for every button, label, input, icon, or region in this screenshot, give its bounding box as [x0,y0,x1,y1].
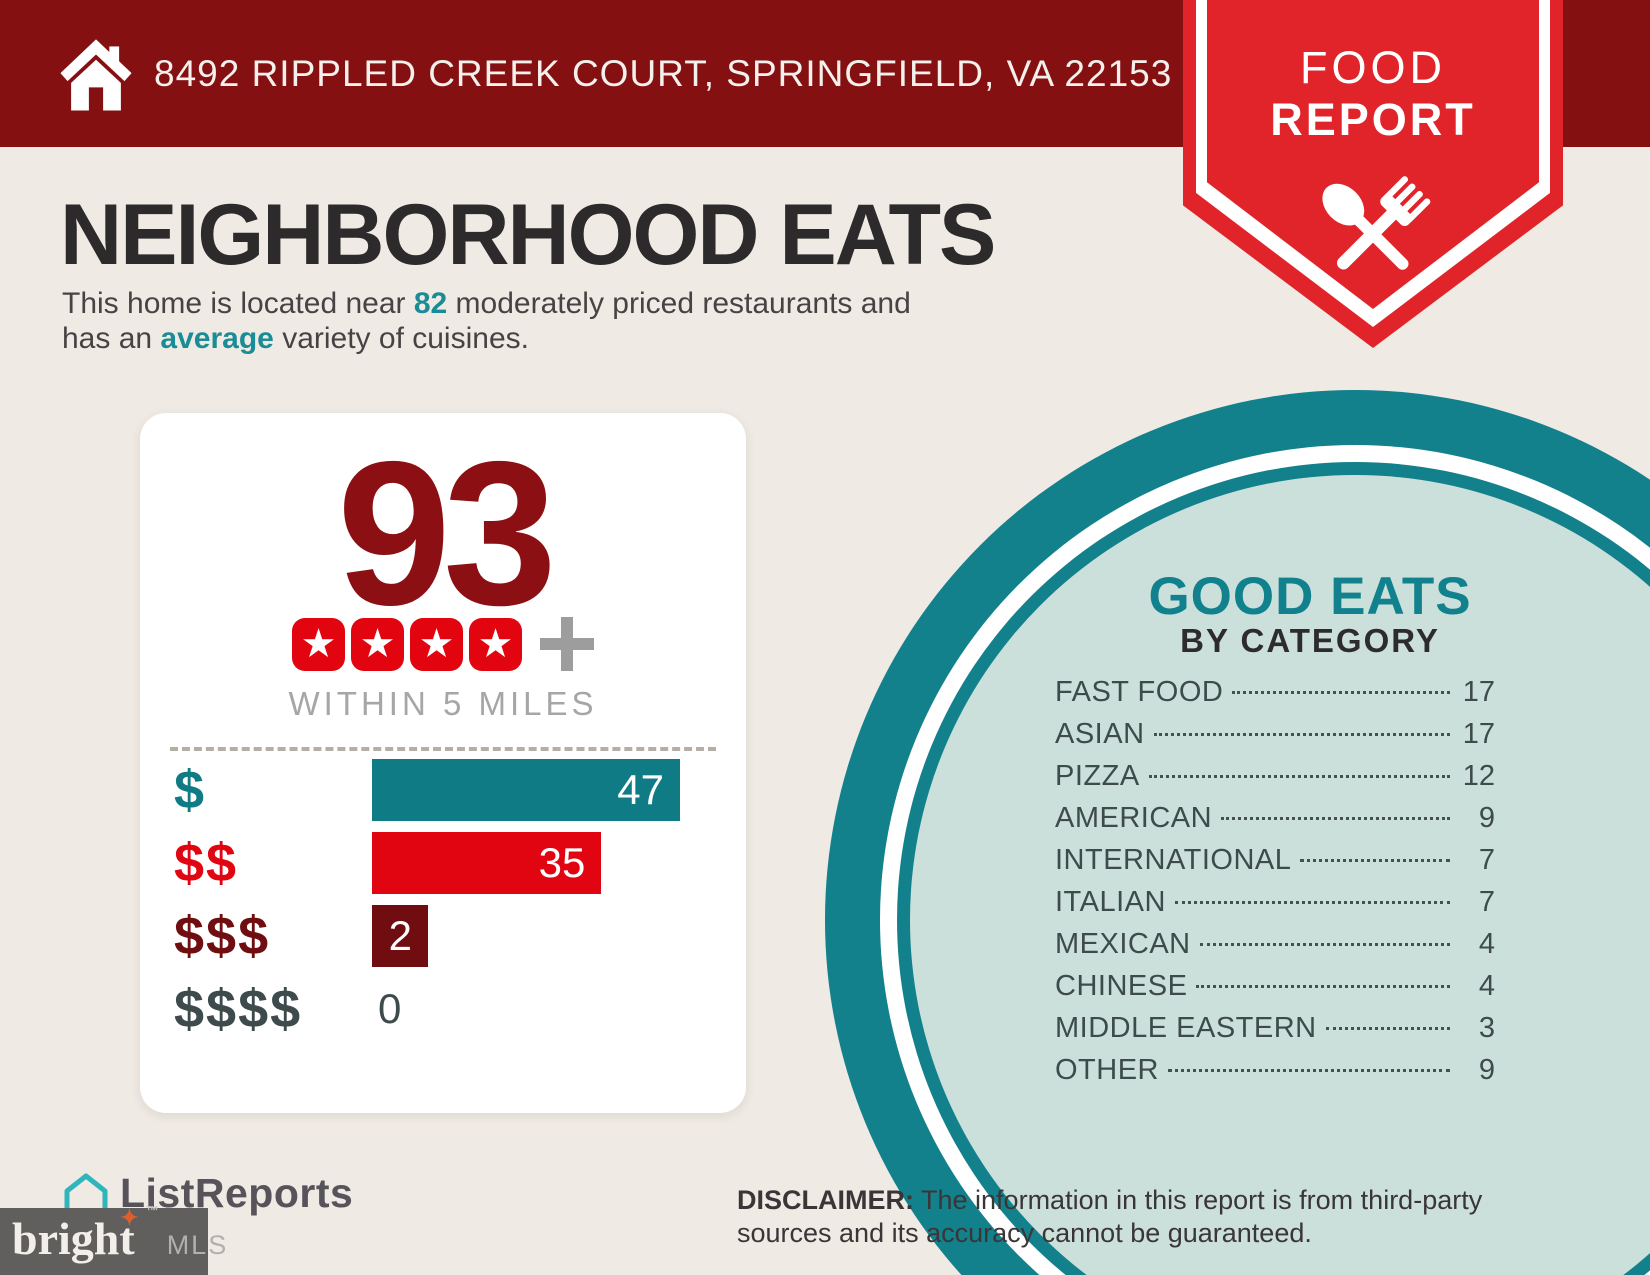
food-score: 93 [336,419,557,648]
dot-leader [1148,775,1450,778]
price-bar-chart: $ 47 $$ 35 $$$ 2 $$$$ 0 [174,759,714,1051]
price-bar: 47 [372,759,680,821]
category-row: CHINESE 4 [1055,970,1495,1002]
category-row: AMERICAN 9 [1055,802,1495,834]
good-eats-title: GOOD EATS [1148,567,1472,626]
variety-rating: average [160,322,274,355]
bar-value: 0 [378,985,402,1032]
category-row: INTERNATIONAL 7 [1055,844,1495,876]
category-row: ASIAN 17 [1055,718,1495,750]
star-spark-icon: ✦ [120,1205,139,1230]
category-row: FAST FOOD 17 [1055,676,1495,708]
bar-value: 35 [538,839,586,886]
star-icon: ★ [410,617,463,671]
dot-leader [1300,859,1450,862]
ribbon-title-line2: REPORT [1270,94,1476,145]
price-level-label: $$ [174,833,239,893]
radius-label: WITHIN 5 MILES [288,685,598,722]
dot-leader [1153,733,1450,736]
category-row: MIDDLE EASTERN 3 [1055,1012,1495,1044]
price-bar-row: $ 47 [174,759,714,821]
spoon-fork-icon [1322,176,1431,270]
price-bar-row: $$$ 2 [174,905,714,967]
star-icon: ★ [469,617,522,671]
dot-leader [1168,1069,1450,1072]
category-row: MEXICAN 4 [1055,928,1495,960]
price-bar: 0 [372,978,714,1040]
mls-label: MLS [166,1230,229,1260]
dot-leader [1196,985,1450,988]
dot-leader [1232,691,1450,694]
food-report-ribbon: FOOD REPORT [1183,0,1563,348]
good-eats-subtitle: BY CATEGORY [1180,622,1440,659]
category-row: ITALIAN 7 [1055,886,1495,918]
bar-track: 0 [372,978,714,1040]
bar-track: 2 [372,905,714,967]
dashed-divider [170,747,716,751]
star-icon: ★ [351,617,404,671]
ribbon-title-line1: FOOD [1300,42,1446,93]
bar-value: 47 [617,766,664,813]
bar-track: 35 [372,832,714,894]
score-card: 93 ★ ★ ★ ★ WITHIN 5 MILES $ 47 $$ 35 [140,413,746,1113]
category-row: PIZZA 12 [1055,760,1495,792]
intro-line1: This home is located near 82 moderately … [62,287,911,320]
home-icon [60,39,132,111]
property-address: 8492 RIPPLED CREEK COURT, SPRINGFIELD, V… [154,53,1173,94]
price-level-label: $$$$ [174,979,303,1039]
trademark-symbol: ™ [145,1203,159,1218]
price-bar-row: $$$$ 0 [174,978,714,1040]
brightmls-wordmark: bright ✦ ™ [12,1203,159,1264]
bar-track: 47 [372,759,714,821]
price-bar: 35 [372,832,602,894]
price-level-label: $ [174,760,207,820]
bar-value: 2 [388,912,412,959]
intro-line2: has an average variety of cuisines. [62,322,529,355]
price-bar: 2 [372,905,428,967]
dot-leader [1221,817,1450,820]
category-row: OTHER 9 [1055,1054,1495,1086]
intro-text: This home is located near 82 moderately … [62,286,911,356]
star-rating: ★ ★ ★ ★ [140,617,746,671]
disclaimer-text: DISCLAIMER: The information in this repo… [737,1185,1483,1248]
dot-leader [1325,1027,1450,1030]
price-bar-row: $$ 35 [174,832,714,894]
brightmls-watermark: bright ✦ ™ MLS [0,1203,226,1275]
page-title: NEIGHBORHOOD EATS [60,187,996,283]
ribbon-title: FOOD REPORT [1183,42,1563,146]
category-list: FAST FOOD 17 ASIAN 17 PIZZA 12 AMERICAN 9 IN… [1055,676,1495,1096]
star-icon: ★ [292,617,345,671]
dot-leader [1199,943,1450,946]
restaurant-count: 82 [413,287,448,320]
dot-leader [1174,901,1450,904]
price-level-label: $$$ [174,906,271,966]
plus-icon [540,617,594,671]
